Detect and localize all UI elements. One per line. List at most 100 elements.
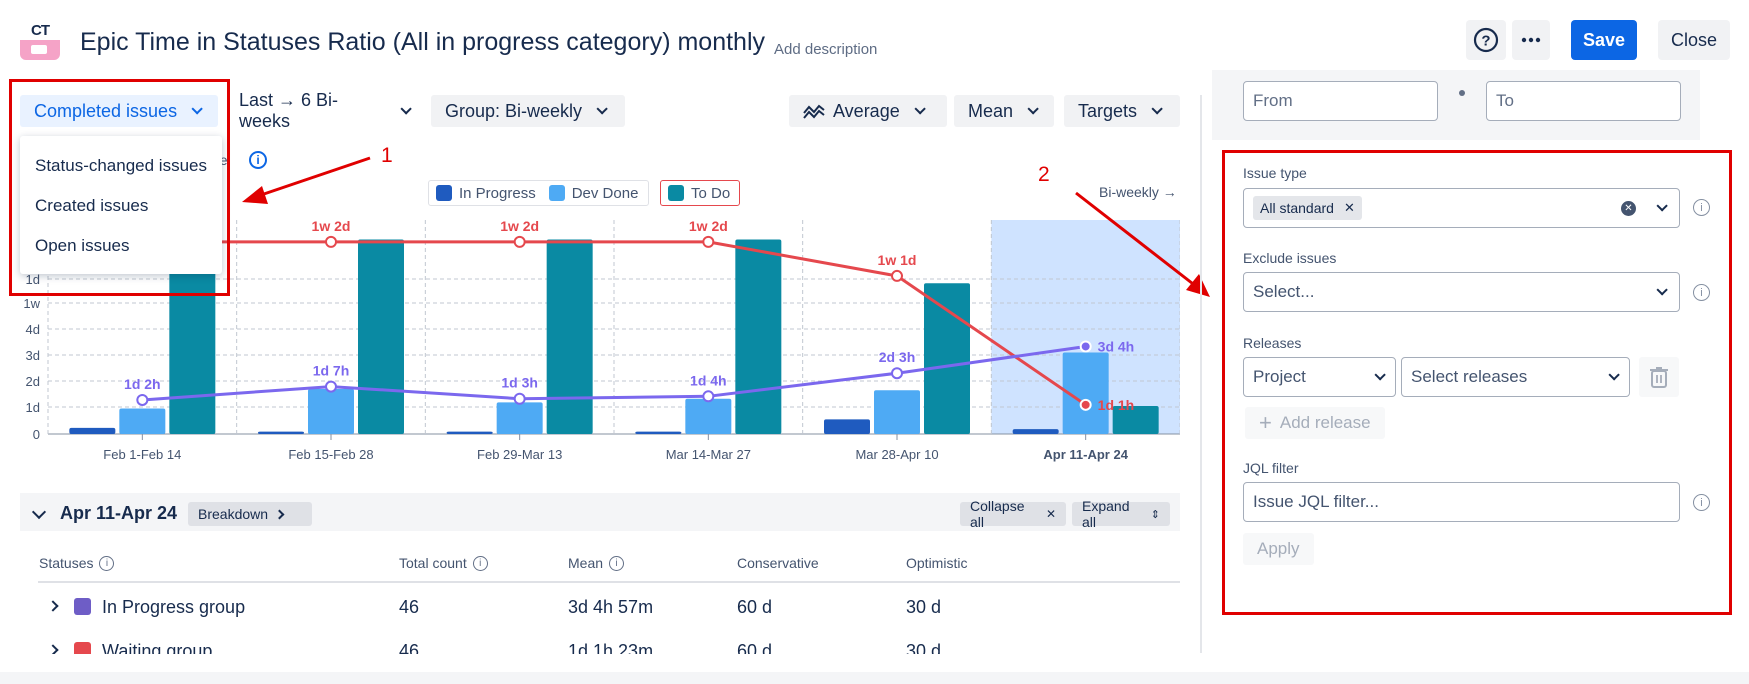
- data-label: 1d 1h: [1098, 397, 1135, 413]
- legend-swatch-dev-done: [548, 185, 565, 201]
- bar-to-do: [1112, 406, 1159, 434]
- info-icon[interactable]: i: [1693, 494, 1710, 511]
- delete-release-button[interactable]: [1639, 357, 1679, 397]
- x-tick-label: Feb 29-Mar 13: [477, 447, 562, 462]
- clear-icon[interactable]: ✕: [1621, 200, 1636, 216]
- expand-all-button[interactable]: Expand all ⇕: [1072, 498, 1170, 530]
- to-date-input[interactable]: To: [1486, 81, 1681, 121]
- chevron-down-icon: [1374, 369, 1386, 381]
- releases-select[interactable]: Select releases: [1401, 357, 1630, 397]
- targets-dropdown[interactable]: Targets: [1064, 95, 1180, 127]
- chevron-down-icon: [400, 103, 412, 115]
- group-dropdown[interactable]: Group: Bi-weekly: [431, 95, 625, 127]
- col-optimistic: Optimistic: [906, 555, 967, 571]
- collapse-all-label: Collapse all: [970, 498, 1025, 530]
- group-label: Group: Bi-weekly: [445, 100, 583, 121]
- col-total-count-label: Total count: [399, 555, 467, 571]
- annotation-label-2: 2: [1038, 163, 1050, 186]
- line-point: [702, 235, 715, 248]
- close-button[interactable]: Close: [1658, 20, 1730, 60]
- average-label: Average: [833, 100, 900, 121]
- add-release-button[interactable]: + Add release: [1245, 407, 1385, 439]
- menu-item-open[interactable]: Open issues: [35, 236, 130, 255]
- annotation-label-1: 1: [381, 144, 393, 167]
- row-total-count: 46: [399, 597, 420, 617]
- col-conservative: Conservative: [737, 555, 819, 571]
- col-mean-label: Mean: [568, 555, 604, 571]
- to-placeholder: To: [1496, 91, 1514, 110]
- breakdown-button[interactable]: Breakdown: [188, 502, 312, 526]
- issues-type-label: Completed issues: [34, 100, 178, 121]
- x-tick-label: Mar 28-Apr 10: [855, 447, 938, 462]
- panel-divider[interactable]: [1200, 95, 1202, 653]
- info-icon[interactable]: i: [1693, 284, 1710, 301]
- collapse-all-button[interactable]: Collapse all ✕: [960, 498, 1066, 530]
- data-label: 1d 4h: [690, 372, 727, 388]
- mean-dropdown[interactable]: Mean: [954, 95, 1054, 127]
- menu-item-status-changed[interactable]: Status-changed issues: [35, 156, 207, 175]
- bar-dev-done: [308, 389, 354, 434]
- issue-type-tag-label: All standard: [1260, 200, 1334, 216]
- y-tick-label: 3d: [26, 348, 40, 363]
- question-icon: ?: [1473, 27, 1499, 53]
- data-label: 1w 2d: [312, 218, 351, 234]
- table-row[interactable]: In Progress group 46 3d 4h 57m 60 d 30 d: [0, 596, 1190, 622]
- legend-dev-done[interactable]: Dev Done: [571, 184, 639, 202]
- add-release-label: Add release: [1279, 413, 1371, 432]
- help-button[interactable]: ?: [1466, 20, 1506, 60]
- info-icon[interactable]: i: [249, 151, 267, 169]
- line-point: [513, 392, 526, 405]
- jql-filter-input[interactable]: Issue JQL filter...: [1243, 482, 1680, 522]
- more-button[interactable]: [1512, 20, 1550, 60]
- x-tick-label: Mar 14-Mar 27: [666, 447, 751, 462]
- info-icon[interactable]: i: [609, 555, 625, 571]
- info-icon[interactable]: i: [99, 555, 115, 571]
- info-icon[interactable]: i: [472, 555, 488, 571]
- exclude-issues-select[interactable]: Select...: [1243, 272, 1680, 312]
- line-point: [325, 380, 337, 393]
- remove-tag-icon[interactable]: ✕: [1343, 200, 1355, 215]
- period-dropdown[interactable]: Last → 6 Bi-weeks: [225, 90, 422, 131]
- y-tick-label: 4d: [26, 322, 40, 337]
- data-label: 1w 2d: [500, 218, 539, 234]
- col-total-count: Total count i: [399, 555, 488, 571]
- y-tick-label: 0: [33, 427, 40, 442]
- menu-item-created[interactable]: Created issues: [35, 196, 149, 215]
- mean-label: Mean: [968, 100, 1014, 121]
- add-description-link[interactable]: Add description: [774, 41, 878, 58]
- table-row[interactable]: Waiting group 46 1d 1h 23m 60 d 30 d: [0, 640, 1190, 654]
- trend-line: [142, 240, 1087, 407]
- row-status-name: In Progress group: [102, 597, 246, 617]
- issues-type-dropdown[interactable]: Completed issues: [20, 95, 218, 127]
- row-optimistic: 30 d: [906, 641, 942, 654]
- legend-in-progress[interactable]: In Progress: [459, 184, 536, 202]
- data-label: 3d 4h: [1098, 338, 1135, 354]
- chevron-down-icon: [1656, 284, 1668, 296]
- jql-filter-label: JQL filter: [1243, 460, 1299, 476]
- info-icon[interactable]: i: [1693, 199, 1710, 216]
- row-mean: 1d 1h 23m: [568, 641, 654, 654]
- expand-row-icon[interactable]: [47, 644, 59, 654]
- project-select[interactable]: Project: [1243, 357, 1396, 397]
- chevron-down-icon: [1656, 200, 1668, 212]
- exclude-placeholder: Select...: [1253, 282, 1315, 301]
- x-tick-label: Feb 1-Feb 14: [103, 447, 181, 462]
- save-button[interactable]: Save: [1571, 20, 1637, 60]
- expand-row-icon[interactable]: [47, 600, 59, 612]
- issue-type-select[interactable]: All standard ✕ ✕: [1243, 188, 1680, 228]
- expand-all-label: Expand all: [1082, 498, 1130, 530]
- from-date-input[interactable]: From: [1243, 81, 1438, 121]
- line-point: [891, 367, 903, 380]
- average-dropdown[interactable]: Average: [789, 95, 947, 127]
- plus-icon: +: [1259, 410, 1272, 435]
- page-title[interactable]: Epic Time in Statuses Ratio (All in prog…: [80, 28, 765, 56]
- row-status-name: Waiting group: [102, 641, 213, 654]
- col-statuses: Statuses i: [39, 555, 115, 571]
- apply-button[interactable]: Apply: [1243, 533, 1314, 565]
- bar-dev-done: [685, 398, 732, 434]
- issue-type-tag[interactable]: All standard ✕: [1253, 196, 1362, 220]
- trend-line: [142, 344, 1086, 402]
- chevron-right-icon: [274, 509, 285, 519]
- chevron-down-icon: [914, 103, 926, 115]
- legend-to-do[interactable]: To Do: [691, 184, 731, 202]
